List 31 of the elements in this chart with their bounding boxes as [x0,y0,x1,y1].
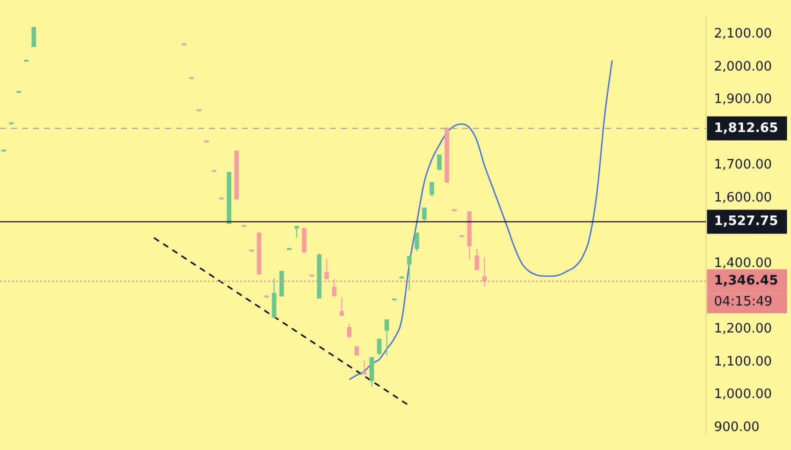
candlestick [377,338,382,356]
y-tick-label: 1,100.00 [714,354,772,370]
candlestick [332,278,336,298]
y-tick-label: 2,100.00 [714,26,772,42]
y-tick-label: 900.00 [714,420,760,436]
candlestick [474,248,480,270]
line-series [348,60,613,380]
y-tick-label: 1,900.00 [714,92,772,108]
y-tick-label: 1,700.00 [714,158,772,173]
y-tick-label: 2,000.00 [714,59,772,74]
candlestick [384,318,390,356]
candlestick [430,182,434,197]
candlestick [422,207,427,223]
candlestick [437,154,442,170]
candlestick [482,256,487,288]
candlestick [32,26,36,48]
ref-line-label: 1,527.75 [714,214,778,230]
ref-line-label: 1,346.45 [714,274,778,289]
y-tick-label: 1,200.00 [714,322,772,337]
text: 04:15:49 [714,294,772,310]
candlestick [324,258,329,280]
candlestick [346,322,352,338]
candlestick [362,360,367,376]
candlestick [414,232,420,252]
ref-line-label: 1,812.65 [714,120,778,136]
y-tick-label: 1,400.00 [714,256,772,272]
candlestick [407,256,412,291]
y-tick-label: 1,600.00 [714,190,772,206]
y-tick-label: 1,000.00 [714,387,772,402]
candlestick [370,356,374,388]
candlestick [339,296,344,316]
